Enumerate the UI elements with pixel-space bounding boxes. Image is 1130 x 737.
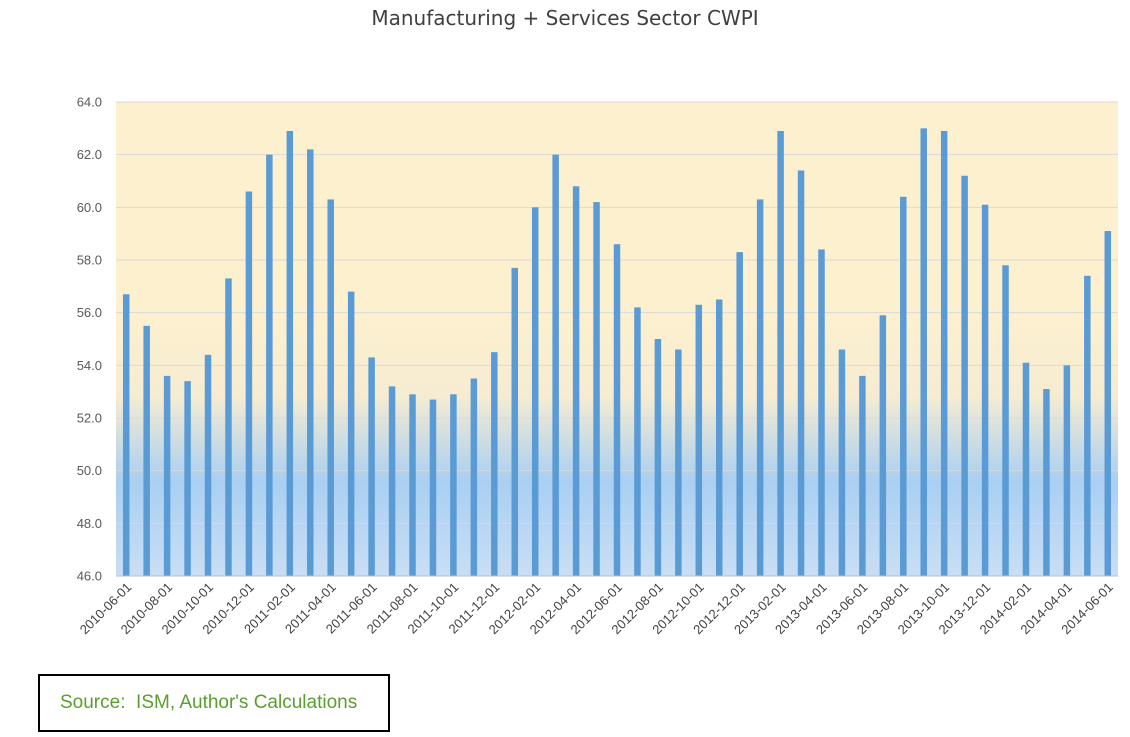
bar-2010-12-01	[245, 191, 253, 576]
bar-2011-06-01	[368, 357, 375, 576]
bar-2011-01-01	[266, 154, 273, 577]
bar-2013-07-01	[879, 315, 887, 576]
bar-2011-04-01	[327, 199, 334, 576]
y-tick-label: 58.0	[77, 253, 102, 268]
bar-2013-09-01	[920, 128, 927, 576]
bar-2014-04-01	[1063, 365, 1071, 576]
bar-2012-12-01	[736, 252, 743, 576]
bar-2014-01-01	[1002, 265, 1009, 576]
bar-2011-11-01	[470, 378, 478, 576]
bar-2011-10-01	[450, 394, 457, 576]
bar-2010-08-01	[163, 375, 171, 576]
bar-2014-05-01	[1084, 275, 1091, 576]
bar-2013-04-01	[818, 249, 825, 576]
bar-2014-06-01	[1104, 231, 1112, 576]
bar-2010-10-01	[204, 354, 212, 576]
bar-2011-08-01	[409, 394, 416, 576]
bar-2012-02-01	[531, 207, 539, 576]
bar-2013-08-01	[900, 196, 907, 577]
bar-series	[122, 128, 1112, 577]
y-axis-tick-labels: 46.0 48.0 50.0 52.0 54.0 56.0 58.0 60.0 62.0 64.0	[77, 95, 102, 584]
bar-2012-04-01	[572, 186, 580, 576]
y-tick-label: 64.0	[77, 95, 102, 110]
bar-2012-01-01	[511, 267, 519, 576]
bar-2014-03-01	[1043, 389, 1050, 576]
bar-2013-02-01	[777, 130, 784, 576]
y-tick-label: 60.0	[77, 200, 102, 215]
bar-2012-09-01	[675, 349, 682, 576]
bar-2012-05-01	[593, 202, 600, 576]
y-tick-label: 54.0	[77, 358, 102, 373]
source-text: Source: ISM, Author's Calculations	[60, 692, 358, 713]
x-axis-tick-labels: 2010-06-012010-08-012010-10-012010-12-01…	[77, 580, 1116, 638]
bar-2012-10-01	[695, 304, 703, 576]
bar-2012-11-01	[715, 299, 723, 576]
bar-2011-03-01	[307, 149, 314, 576]
y-tick-label: 52.0	[77, 411, 102, 426]
bar-2014-02-01	[1022, 362, 1030, 576]
bar-2013-10-01	[940, 130, 948, 576]
y-tick-label: 46.0	[77, 569, 102, 584]
bar-2013-06-01	[859, 375, 866, 576]
bar-2011-09-01	[429, 399, 437, 576]
bar-2013-05-01	[838, 349, 846, 576]
chart-title: Manufacturing + Services Sector CWPI	[371, 6, 759, 30]
bar-2012-03-01	[552, 154, 559, 577]
bar-2010-06-01	[122, 294, 130, 576]
bar-2010-11-01	[225, 278, 232, 576]
y-tick-label: 50.0	[77, 463, 102, 478]
y-tick-label: 62.0	[77, 147, 102, 162]
bar-2012-06-01	[613, 244, 621, 576]
y-tick-label: 56.0	[77, 305, 102, 320]
bar-2012-08-01	[654, 339, 662, 576]
bar-2011-02-01	[286, 130, 294, 576]
bar-2011-07-01	[388, 386, 396, 576]
bar-2013-01-01	[756, 199, 764, 576]
bar-2011-05-01	[347, 291, 355, 576]
bar-2011-12-01	[491, 352, 498, 576]
source-box: Source: ISM, Author's Calculations	[38, 674, 390, 732]
bar-2013-12-01	[981, 204, 989, 576]
bar-2012-07-01	[634, 307, 641, 576]
bar-2010-07-01	[143, 325, 150, 576]
bar-2013-03-01	[797, 170, 805, 576]
y-tick-label: 48.0	[77, 516, 102, 531]
bar-2010-09-01	[184, 381, 191, 576]
bar-2013-11-01	[961, 175, 968, 577]
